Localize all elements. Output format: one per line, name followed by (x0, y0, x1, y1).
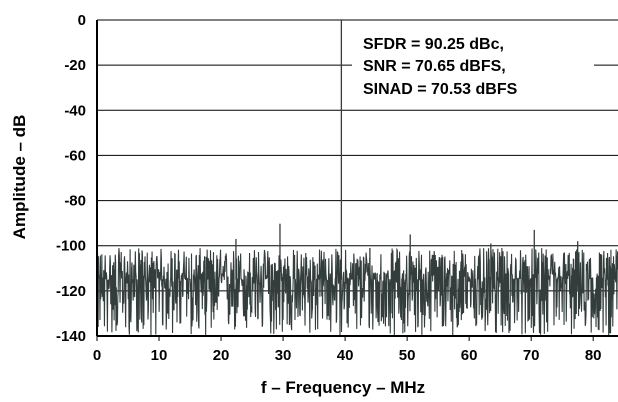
x-axis-label: f – Frequency – MHz (261, 378, 425, 397)
x-tick-label: 10 (151, 347, 168, 364)
x-tick-label: 40 (337, 347, 354, 364)
x-tick-label: 60 (461, 347, 478, 364)
annotation-background (352, 31, 594, 101)
x-tick-label: 80 (585, 347, 602, 364)
tick-labels: 0 -20 -40 -60 -80 -100 -120 -140 0 10 20 30 40 50 60 70… (56, 12, 602, 364)
annotation-sinad: SINAD = 70.53 dBFS (363, 81, 518, 98)
x-tick-label: 70 (523, 347, 540, 364)
x-tick-label: 30 (275, 347, 292, 364)
spectrum-trace (96, 20, 618, 336)
y-tick-label: -20 (64, 57, 86, 74)
y-tick-label: -60 (64, 147, 86, 164)
y-tick-label: -40 (64, 102, 86, 119)
grid-lines (97, 19, 618, 292)
annotation-sfdr: SFDR = 90.25 dBc, (363, 36, 504, 53)
annotation-snr: SNR = 70.65 dBFS, (363, 58, 506, 75)
y-axis-label: Amplitude – dB (10, 115, 29, 240)
y-tick-label: 0 (78, 12, 86, 29)
y-tick-label: -100 (56, 238, 86, 255)
noise-floor-trace (96, 247, 618, 336)
x-tick-label: 20 (213, 347, 230, 364)
y-tick-label: -80 (64, 193, 86, 210)
x-tick-label: 50 (399, 347, 416, 364)
y-tick-label: -120 (56, 283, 86, 300)
y-tick-label: -140 (56, 328, 86, 345)
x-tick-label: 0 (93, 347, 101, 364)
